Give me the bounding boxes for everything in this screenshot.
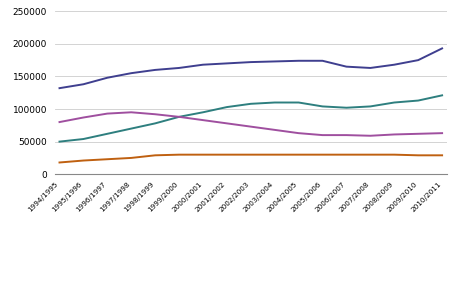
Politécnico Público — [248, 102, 253, 105]
Universitário Privado — [152, 113, 157, 116]
Politécnico Público — [152, 122, 157, 125]
Politécnico Privado — [319, 153, 324, 156]
Politécnico Privado — [343, 153, 349, 156]
Universitário Público — [152, 68, 157, 72]
Politécnico Público — [295, 101, 301, 104]
Politécnico Público — [439, 94, 444, 97]
Universitário Privado — [56, 120, 62, 124]
Politécnico Privado — [415, 154, 420, 157]
Universitário Público — [56, 87, 62, 90]
Politécnico Privado — [176, 153, 182, 156]
Politécnico Público — [271, 101, 277, 104]
Politécnico Público — [415, 99, 420, 102]
Politécnico Público — [343, 106, 349, 109]
Line: Universitário Privado: Universitário Privado — [59, 112, 441, 136]
Universitário Privado — [271, 128, 277, 132]
Line: Politécnico Privado: Politécnico Privado — [59, 155, 441, 162]
Universitário Privado — [415, 132, 420, 135]
Politécnico Público — [176, 115, 182, 119]
Universitário Público — [248, 60, 253, 64]
Politécnico Privado — [56, 161, 62, 164]
Universitário Público — [319, 59, 324, 62]
Politécnico Público — [104, 132, 110, 135]
Universitário Público — [439, 47, 444, 50]
Politécnico Privado — [104, 158, 110, 161]
Universitário Privado — [200, 118, 205, 122]
Universitário Público — [81, 83, 86, 86]
Universitário Privado — [104, 112, 110, 115]
Politécnico Privado — [224, 153, 229, 156]
Universitário Público — [224, 62, 229, 65]
Universitário Público — [104, 76, 110, 80]
Line: Universitário Público: Universitário Público — [59, 48, 441, 88]
Politécnico Privado — [295, 153, 301, 156]
Universitário Privado — [343, 133, 349, 137]
Politécnico Público — [367, 105, 372, 108]
Politécnico Privado — [200, 153, 205, 156]
Universitário Público — [391, 63, 396, 66]
Universitário Privado — [295, 132, 301, 135]
Politécnico Privado — [248, 153, 253, 156]
Politécnico Público — [391, 101, 396, 104]
Universitário Privado — [367, 134, 372, 137]
Politécnico Público — [56, 140, 62, 143]
Universitário Privado — [248, 125, 253, 128]
Politécnico Privado — [391, 153, 396, 156]
Universitário Público — [200, 63, 205, 66]
Universitário Público — [343, 65, 349, 68]
Universitário Público — [128, 71, 134, 75]
Universitário Privado — [176, 115, 182, 119]
Universitário Público — [176, 66, 182, 70]
Universitário Público — [271, 60, 277, 63]
Universitário Privado — [391, 133, 396, 136]
Politécnico Público — [81, 137, 86, 141]
Politécnico Privado — [367, 153, 372, 156]
Politécnico Privado — [271, 153, 277, 156]
Universitário Privado — [81, 116, 86, 119]
Universitário Público — [367, 66, 372, 70]
Universitário Privado — [319, 133, 324, 137]
Politécnico Público — [224, 105, 229, 109]
Universitário Público — [415, 58, 420, 62]
Politécnico Privado — [439, 154, 444, 157]
Politécnico Público — [319, 105, 324, 108]
Universitário Privado — [224, 122, 229, 125]
Politécnico Privado — [152, 154, 157, 157]
Politécnico Público — [128, 127, 134, 130]
Line: Politécnico Público: Politécnico Público — [59, 95, 441, 142]
Universitário Privado — [128, 111, 134, 114]
Politécnico Privado — [81, 159, 86, 162]
Universitário Privado — [439, 132, 444, 135]
Politécnico Privado — [128, 156, 134, 160]
Universitário Público — [295, 59, 301, 62]
Politécnico Público — [200, 111, 205, 114]
